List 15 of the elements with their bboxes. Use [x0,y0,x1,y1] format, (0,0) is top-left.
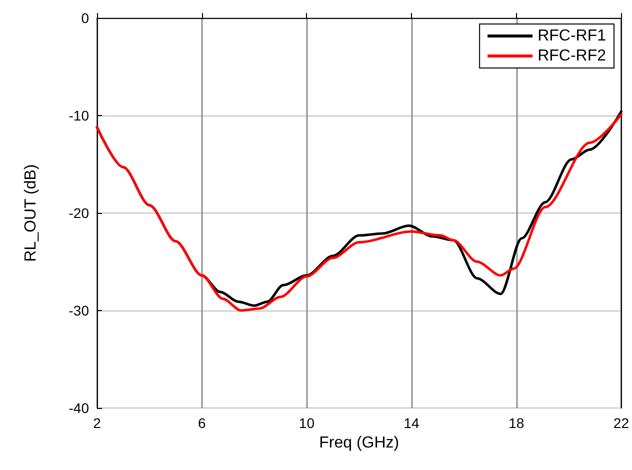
legend-label: RFC-RF2 [538,48,606,64]
y-tick-label: -30 [68,302,90,318]
x-axis-title: Freq (GHz) [319,434,400,452]
y-tick-label: 0 [81,10,90,26]
x-tick-label: 22 [613,415,630,431]
x-tick-label: 10 [298,415,315,431]
x-tick-label: 18 [508,415,524,431]
legend-label: RFC-RF1 [538,28,606,44]
y-tick-label: -10 [68,108,90,124]
x-tick-label: 6 [198,415,206,431]
y-tick-label: -20 [68,205,90,221]
y-axis-title: RL_OUT (dB) [22,164,40,262]
x-tick-label: 2 [93,415,102,431]
y-tick-label: -40 [68,400,90,416]
x-tick-label: 14 [404,415,420,431]
